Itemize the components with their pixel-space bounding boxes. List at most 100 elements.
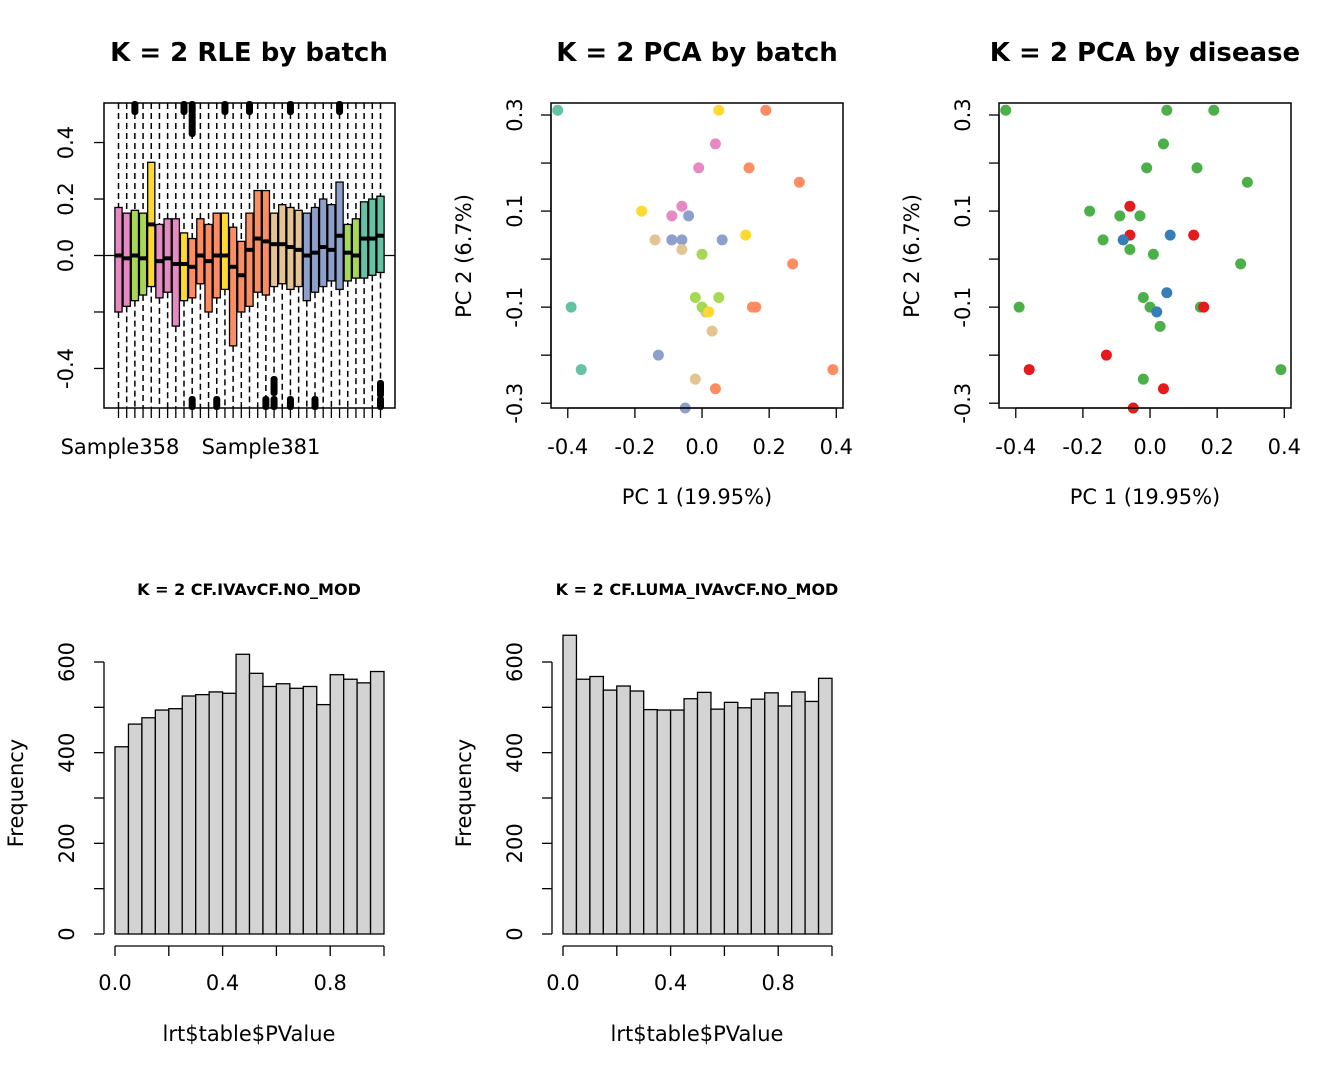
rle-outlier-cluster: [336, 101, 344, 115]
pca-batch-point: [575, 364, 587, 376]
pca-disease-point: [1137, 292, 1149, 304]
hist-ivavcf-bars: [114, 653, 385, 935]
pca-batch-point: [750, 301, 762, 313]
pca-batch-point: [696, 248, 708, 260]
pca-batch-y-tick-label: 0.3: [503, 98, 527, 131]
hist-ivavcf-bar: [342, 678, 358, 935]
pca-disease-point: [1084, 205, 1096, 217]
pca-disease-point: [1134, 210, 1146, 222]
hist-luma-bar: [683, 698, 699, 935]
hist-luma-bar: [764, 692, 779, 935]
hist-ivavcf-y-tick-label: 200: [55, 823, 79, 863]
pca-disease-point: [1188, 229, 1200, 241]
rle-box: [204, 223, 213, 313]
pca-batch-x-tick-label: 0.4: [820, 435, 853, 459]
hist-luma-bar: [643, 708, 658, 935]
rle-x-tick-label: Sample358: [61, 435, 180, 459]
rle-outlier-cluster: [377, 380, 384, 398]
pca-disease-point: [1161, 287, 1173, 299]
pca-disease-point: [1124, 243, 1136, 255]
hist-ivavcf-bar: [356, 682, 372, 935]
rle-outlier-cluster: [221, 101, 229, 115]
rle-outlier-cluster: [262, 396, 270, 410]
pca-disease-plot-frame: [998, 102, 1292, 409]
hist-luma-ylabel: Frequency: [452, 739, 476, 848]
hist-luma-bar: [629, 690, 645, 935]
hist-ivavcf-bar: [208, 691, 224, 935]
hist-ivavcf-x-tick-label: 0.8: [313, 971, 346, 995]
pca-disease-point: [1157, 383, 1169, 395]
pca-batch-x-tick-label: 0.2: [752, 435, 785, 459]
pca-batch-title: K = 2 PCA by batch: [556, 38, 838, 68]
pca-batch-axes: -0.4 -0.2 0.0 0.2 0.4 -0.3 -0.1 0.1 0.3: [503, 98, 853, 459]
rle-outlier-cluster: [311, 396, 319, 410]
pca-disease-point: [1198, 301, 1210, 313]
pca-disease-ylabel: PC 2 (6.7%): [900, 194, 924, 318]
pca-disease-xlabel: PC 1 (19.95%): [1070, 485, 1221, 509]
rle-outlier-cluster: [246, 101, 253, 115]
hist-luma-y-tick-label: 0: [503, 927, 527, 940]
hist-luma-y-tick-label: 400: [503, 733, 527, 773]
pca-batch-point: [649, 234, 661, 246]
rle-y-tick-label: 0.2: [54, 182, 78, 215]
hist-ivavcf-bar: [248, 672, 264, 935]
hist-luma-bar: [817, 677, 833, 935]
hist-luma-bar: [696, 691, 712, 935]
hist-luma-bar: [669, 709, 685, 935]
rle-box: [327, 204, 336, 282]
pca-batch-point: [565, 301, 577, 313]
hist-luma-xlabel: lrt$table$PValue: [611, 1022, 784, 1046]
pca-disease-point: [1097, 234, 1109, 246]
pca-disease-y-tick-label: 0.3: [951, 98, 975, 131]
hist-luma-bar: [723, 701, 739, 935]
pca-disease-point: [1137, 373, 1149, 385]
hist-ivavcf-bar: [289, 687, 304, 935]
pca-disease-point: [1141, 162, 1153, 174]
rle-outlier-cluster: [213, 396, 221, 410]
rle-box: [171, 218, 181, 327]
pca-disease-point: [1124, 200, 1136, 212]
hist-luma-bar: [562, 634, 578, 935]
rle-outlier-cluster: [286, 396, 294, 410]
pca-disease-point: [1191, 162, 1203, 174]
pca-disease-x-tick-label: 0.2: [1200, 435, 1233, 459]
pca-disease-x-tick-label: -0.2: [1062, 435, 1103, 459]
hist-ivavcf-y-tick-label: 0: [55, 927, 79, 940]
pca-batch-panel: K = 2 PCA by batch -0.4 -0.2 0.0 0.2 0.4 -0.3…: [452, 38, 853, 509]
hist-luma-bar: [777, 705, 793, 935]
pca-batch-xlabel: PC 1 (19.95%): [622, 485, 773, 509]
pca-disease-y-tick-label: -0.1: [951, 287, 975, 328]
hist-ivavcf-bar: [154, 709, 170, 935]
hist-ivavcf-bar: [141, 717, 156, 935]
pca-batch-point: [676, 234, 688, 246]
pca-disease-x-tick-label: 0.0: [1133, 435, 1166, 459]
rle-y-tick-label: 0.0: [54, 239, 78, 272]
hist-ivavcf-bar: [114, 746, 130, 935]
pca-batch-point: [666, 234, 678, 246]
rle-box: [163, 218, 172, 293]
pca-disease-point: [1208, 104, 1220, 116]
pca-batch-point: [683, 210, 695, 222]
hist-ivavcf-y-tick-label: 600: [55, 642, 79, 682]
hist-luma-bar: [710, 708, 726, 935]
rle-outlier-cluster: [188, 396, 196, 410]
rle-outlier-cluster: [270, 376, 278, 396]
hist-ivavcf-bar: [369, 670, 385, 935]
hist-ivavcf-bar: [195, 693, 210, 935]
pca-disease-x-tick-label: -0.4: [995, 435, 1036, 459]
rle-y-tick-label: 0.4: [54, 126, 78, 159]
hist-ivavcf-bar: [168, 708, 183, 935]
pca-batch-y-tick-label: -0.3: [503, 383, 527, 424]
pca-disease-point: [1164, 229, 1176, 241]
hist-ivavcf-ylabel: Frequency: [4, 739, 28, 848]
hist-luma-bar: [750, 698, 766, 935]
rle-outlier-cluster: [270, 396, 278, 410]
hist-luma-x-tick-label: 0.0: [546, 971, 579, 995]
pca-disease-axes: -0.4 -0.2 0.0 0.2 0.4 -0.3 -0.1 0.1 0.3: [951, 98, 1301, 459]
pca-batch-point: [693, 162, 705, 174]
hist-ivavcf-bar: [262, 685, 278, 935]
hist-luma-panel: K = 2 CF.LUMA_IVAvCF.NO_MOD 0 200 400 600 0.…: [452, 580, 838, 1046]
rle-outlier-cluster: [131, 101, 139, 115]
hist-ivavcf-title: K = 2 CF.IVAvCF.NO_MOD: [137, 580, 361, 599]
rle-x-tick-label: Sample381: [202, 435, 321, 459]
